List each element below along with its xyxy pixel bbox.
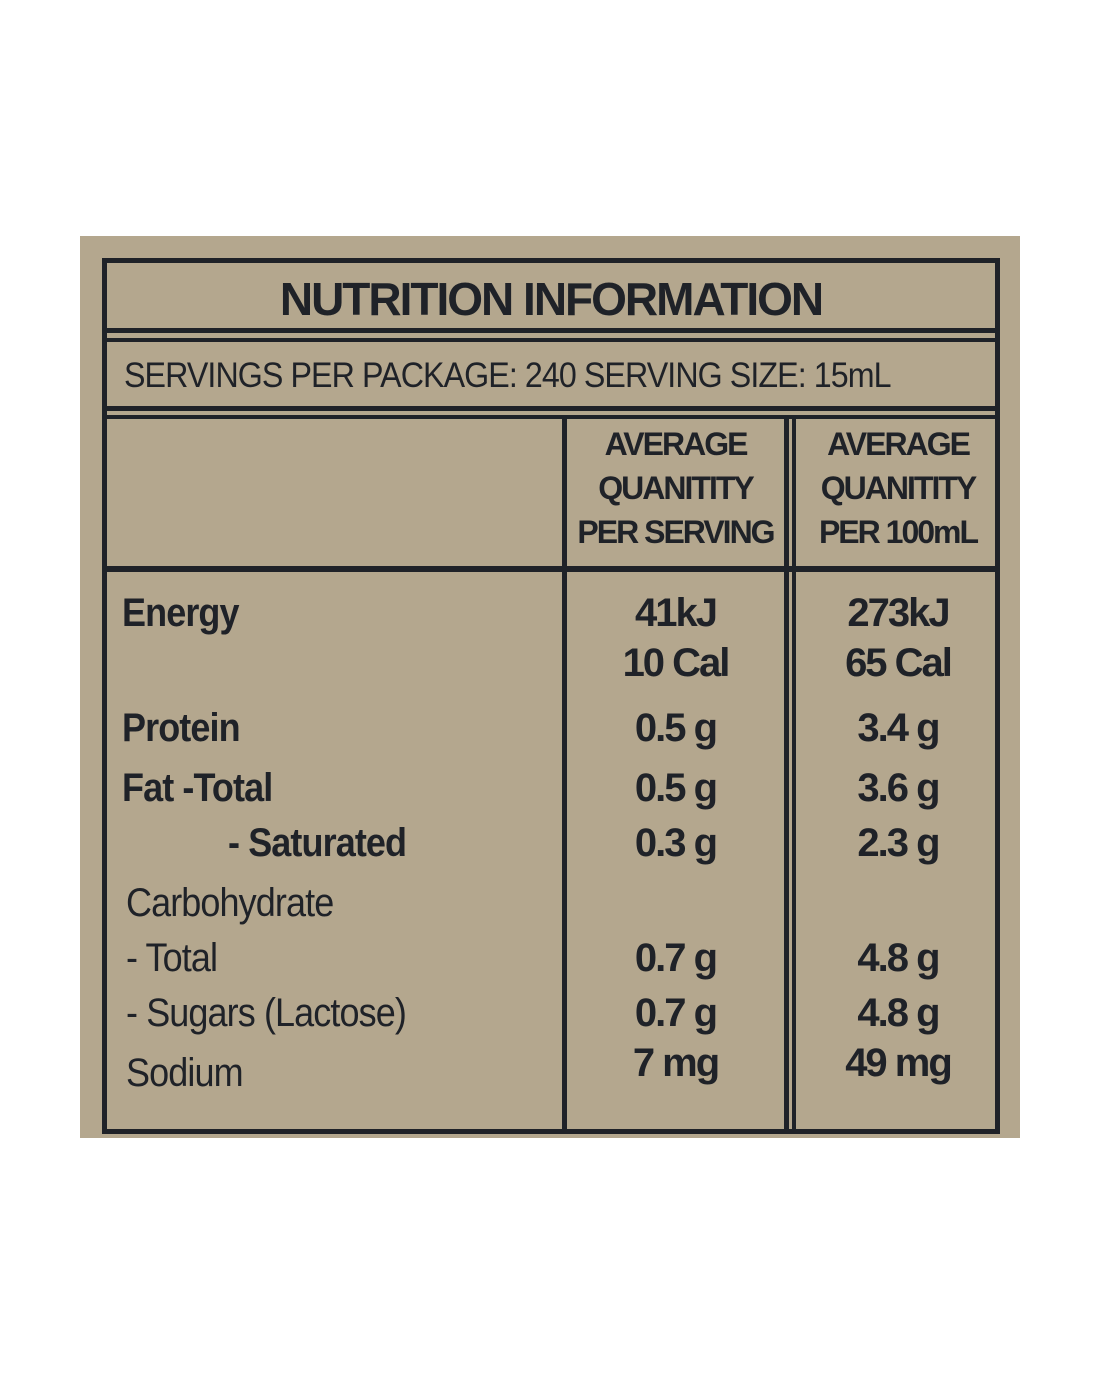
label-card: NUTRITION INFORMATION SERVINGS PER PACKA… (80, 236, 1020, 1138)
column-header: QUANITITY (598, 470, 754, 506)
row-value: 7 mg (632, 1041, 720, 1085)
row-value: 3.6 g (857, 766, 940, 810)
row-value: 0.5 g (634, 706, 718, 750)
column-header: PER 100mL (818, 514, 979, 550)
row-label: - Saturated (228, 821, 407, 865)
row-value: 0.5 g (634, 766, 718, 810)
row-value: 49 mg (845, 1041, 953, 1085)
row-value: 4.8 g (857, 991, 940, 1035)
rule (102, 415, 1000, 419)
rule (102, 566, 1000, 572)
rule (102, 328, 1000, 333)
row-value: 0.7 g (634, 991, 718, 1035)
row-value: 10 Cal (622, 641, 731, 685)
row-label: - Total (126, 936, 218, 980)
rule (102, 406, 1000, 411)
row-label: Sodium (126, 1051, 244, 1095)
row-value: 0.7 g (634, 936, 718, 980)
row-value: 0.3 g (634, 821, 718, 865)
column-header: PER SERVING (577, 514, 775, 550)
row-label: Carbohydrate (126, 881, 334, 925)
column-divider (792, 415, 796, 1130)
row-value: 41kJ (635, 591, 718, 635)
row-label: Protein (122, 706, 241, 750)
row-value: 273kJ (847, 591, 950, 635)
outer-border (102, 258, 1000, 1134)
row-label: - Sugars (Lactose) (126, 991, 407, 1035)
title: NUTRITION INFORMATION (279, 273, 824, 325)
row-value: 2.3 g (857, 821, 940, 865)
servings: SERVINGS PER PACKAGE: 240 SERVING SIZE: … (124, 356, 892, 395)
row-value: 4.8 g (857, 936, 940, 980)
row-value: 65 Cal (845, 641, 953, 685)
column-header: AVERAGE (827, 426, 971, 462)
column-header: AVERAGE (604, 426, 749, 462)
row-value: 3.4 g (857, 706, 940, 750)
rule (102, 338, 1000, 342)
column-divider (784, 415, 789, 1130)
row-label: Fat -Total (122, 766, 273, 810)
column-header: QUANITITY (820, 470, 977, 506)
column-divider (562, 415, 567, 1130)
row-label: Energy (122, 591, 240, 635)
